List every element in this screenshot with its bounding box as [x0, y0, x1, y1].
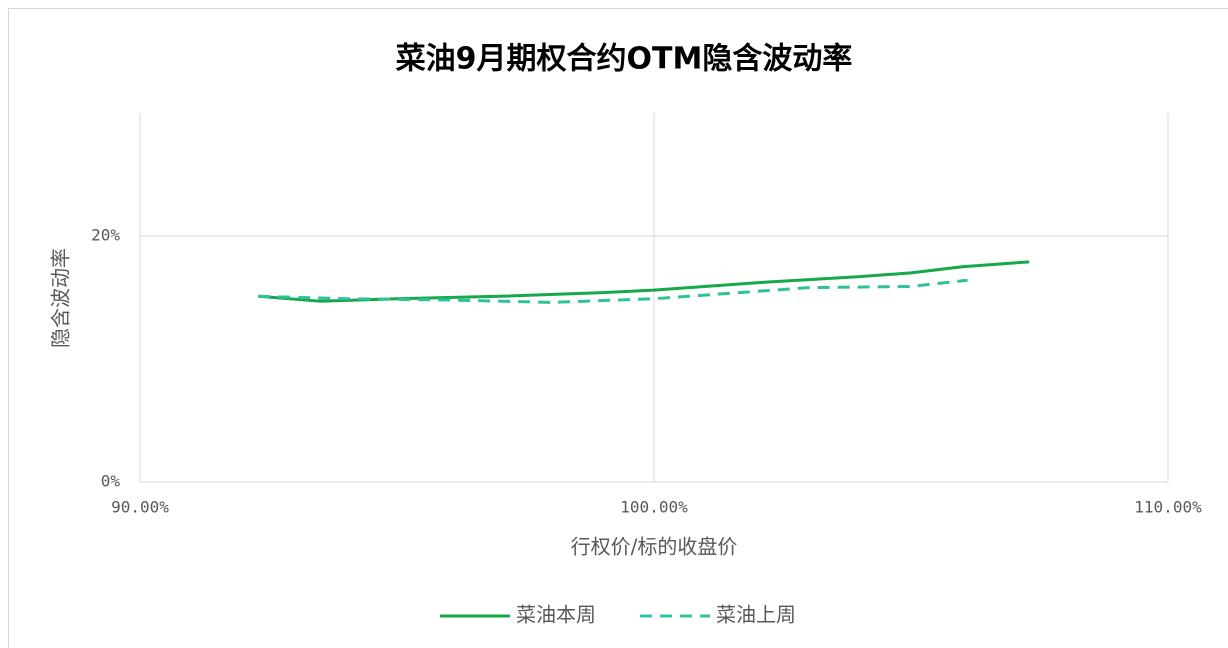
- legend-label: 菜油本周: [516, 603, 596, 627]
- y-tick-label: 20%: [91, 226, 120, 245]
- chart-border: [8, 8, 1228, 648]
- x-tick-label: 90.00%: [111, 498, 169, 517]
- line-series: [258, 278, 968, 304]
- x-tick-label: 110.00%: [1134, 498, 1202, 517]
- x-tick-label: 100.00%: [620, 498, 688, 517]
- y-axis-label: 隐含波动率: [49, 248, 73, 348]
- legend-label: 菜油上周: [716, 603, 796, 627]
- line-series: [258, 260, 1030, 303]
- x-axis-label: 行权价/标的收盘价: [571, 535, 738, 559]
- y-tick-label: 0%: [101, 472, 121, 491]
- chart-title: 菜油9月期权合约OTM隐含波动率: [396, 42, 853, 77]
